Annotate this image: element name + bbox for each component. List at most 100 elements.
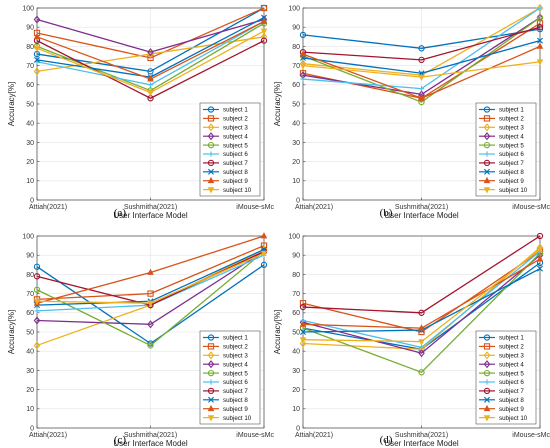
x-tick-label: Attiah(2021) <box>29 432 67 439</box>
data-point <box>260 37 268 44</box>
data-point <box>147 342 154 349</box>
legend-entry-label: subject 3 <box>223 125 248 132</box>
legend-marker <box>483 176 491 184</box>
legend-marker <box>483 159 491 167</box>
y-axis-label: Accuracy[%] <box>273 310 282 354</box>
data-point <box>536 3 544 13</box>
legend-marker <box>483 334 491 341</box>
legend-entry-label: subject 1 <box>223 335 248 342</box>
series-line <box>36 18 265 53</box>
data-point <box>33 341 41 350</box>
legend-entry-label: subject 3 <box>499 125 524 132</box>
series-line <box>302 17 541 103</box>
data-point <box>536 247 544 254</box>
y-tick-label: 0 <box>296 197 300 204</box>
chart-panel-2: 0 10 20 30 40 50 60 70 80 90 100 Attiah(2021) Sushmi… <box>273 3 550 220</box>
x-tick-label: Sushmitha(2021) <box>124 204 177 211</box>
legend-entry-label: subject 3 <box>223 353 248 360</box>
x-tick-label: Attiah(2021) <box>295 204 333 211</box>
series-10 <box>33 28 268 97</box>
legend-marker <box>483 387 491 395</box>
y-tick-label: 80 <box>292 44 300 51</box>
legend-entry-label: subject 7 <box>223 388 248 395</box>
data-point <box>299 70 307 77</box>
y-tick-label: 100 <box>288 5 300 12</box>
y-tick-label: 20 <box>292 387 300 394</box>
y-tick-label: 20 <box>26 159 34 166</box>
data-point <box>33 32 41 40</box>
series-7 <box>299 232 544 316</box>
data-point <box>147 290 154 297</box>
series-9 <box>33 17 268 82</box>
y-tick-label: 80 <box>26 272 34 279</box>
data-point <box>536 232 544 240</box>
legend-entry-label: subject 1 <box>499 107 524 114</box>
chart-panel-1: 0 10 20 30 40 50 60 70 80 90 100 Attiah(2021) Sushmi… <box>7 4 274 220</box>
series-7 <box>299 24 544 63</box>
y-tick-label: 20 <box>26 387 34 394</box>
legend-entry-label: subject 4 <box>499 133 524 140</box>
legend-marker <box>207 159 215 167</box>
legend-entry-label: subject 6 <box>223 151 248 158</box>
data-point <box>418 94 425 101</box>
data-point <box>299 337 307 344</box>
y-tick-label: 40 <box>292 121 300 128</box>
y-tick-label: 50 <box>292 329 300 336</box>
data-point <box>260 4 268 12</box>
legend-marker <box>483 360 491 369</box>
y-tick-label: 40 <box>26 121 34 128</box>
legend-entry-label: subject 5 <box>223 370 248 377</box>
y-tick-label: 40 <box>292 349 300 356</box>
legend-entry-label: subject 5 <box>499 370 524 377</box>
y-tick-label: 70 <box>26 63 34 70</box>
x-axis-label: User Interface Model <box>384 439 458 448</box>
chart-panel-3: 0 10 20 30 40 50 60 70 80 90 100 Attiah(2021) Sushmi… <box>7 232 274 448</box>
y-tick-label: 60 <box>26 82 34 89</box>
legend-entry-label: subject 3 <box>499 353 524 360</box>
data-point <box>300 76 306 82</box>
data-point <box>299 50 307 57</box>
x-tick-label: iMouse-sMc <box>236 204 274 211</box>
data-point <box>536 42 544 49</box>
data-point <box>33 15 41 24</box>
panel-label: (c) <box>114 434 127 446</box>
series-line <box>302 250 541 333</box>
data-point <box>33 298 41 306</box>
data-point <box>418 344 425 350</box>
data-point <box>147 82 154 88</box>
x-tick-label: iMouse-sMc <box>512 432 550 439</box>
y-tick-label: 10 <box>26 178 34 185</box>
legend-marker <box>208 168 214 175</box>
data-point <box>537 265 543 272</box>
panel-label: (d) <box>380 434 393 446</box>
y-tick-label: 70 <box>26 291 34 298</box>
data-point <box>260 28 268 35</box>
data-point <box>536 24 544 31</box>
series-line <box>302 252 541 373</box>
legend-entry-label: subject 10 <box>499 187 528 194</box>
data-point <box>260 17 268 24</box>
y-tick-label: 90 <box>292 253 300 260</box>
legend-entry-label: subject 6 <box>499 151 524 158</box>
data-point <box>418 74 425 81</box>
data-point <box>418 309 425 316</box>
legend-marker <box>483 415 491 422</box>
series-line <box>302 254 541 354</box>
legend-marker <box>207 141 215 149</box>
legend-entry-label: subject 6 <box>223 379 248 386</box>
legend-marker <box>484 151 490 157</box>
data-point <box>34 308 40 314</box>
data-point <box>147 48 154 57</box>
data-point <box>537 5 543 11</box>
y-axis-label: Accuracy[%] <box>7 82 16 126</box>
y-tick-label: 90 <box>292 25 300 32</box>
series-9 <box>299 255 544 331</box>
legend-entry-label: subject 9 <box>223 178 248 185</box>
y-tick-label: 90 <box>26 25 34 32</box>
legend-marker <box>483 351 491 360</box>
legend-entry-label: subject 8 <box>499 397 524 404</box>
y-tick-label: 10 <box>292 406 300 413</box>
data-point <box>299 63 307 70</box>
